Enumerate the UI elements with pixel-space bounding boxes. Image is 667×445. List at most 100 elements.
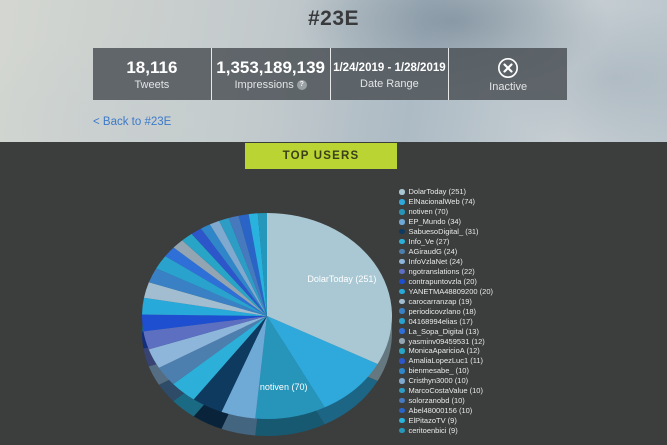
pie-slice-label: DolarToday (251) <box>307 274 376 284</box>
stat-status: Inactive <box>448 48 567 100</box>
legend-item: La_Sopa_Digital (13) <box>399 326 493 336</box>
legend-label: AmaliaLopezLuc1 (11) <box>408 356 484 366</box>
legend-dot-icon <box>399 258 405 265</box>
legend-item: ngotranslations (22) <box>399 267 493 277</box>
legend-label: Abel48000156 (10) <box>408 406 473 416</box>
pie-slice[interactable] <box>238 214 267 316</box>
legend-dot-icon <box>399 427 405 434</box>
date-range-value: 1/24/2019 - 1/28/2019 <box>333 62 446 74</box>
legend-label: solorzanobd (10) <box>408 396 465 406</box>
legend-dot-icon <box>399 328 405 334</box>
legend-dot-icon <box>399 308 405 314</box>
pie-slice[interactable] <box>158 316 267 385</box>
legend-label: YANETMA48809200 (20) <box>408 286 494 296</box>
date-range-label: Date Range <box>360 78 419 90</box>
legend-dot-icon <box>399 268 405 275</box>
legend-dot-icon <box>399 238 405 245</box>
info-icon[interactable]: ? <box>296 80 307 90</box>
pie-slice[interactable] <box>165 247 267 316</box>
pie-slice[interactable] <box>228 215 267 316</box>
legend-item: MarcoCostaValue (10) <box>399 386 493 396</box>
pie-slice[interactable] <box>267 316 378 408</box>
legend-dot-icon <box>399 368 405 374</box>
legend-dot-icon <box>399 378 405 384</box>
pie-slice[interactable] <box>193 316 267 412</box>
status-label: Inactive <box>489 80 528 93</box>
tweets-label: Tweets <box>134 79 170 91</box>
legend-label: ngotranslations (22) <box>408 266 475 276</box>
pie-slice[interactable] <box>219 217 267 316</box>
legend-label: InfoVzlaNet (24) <box>408 257 463 267</box>
pie-slice[interactable] <box>148 268 267 316</box>
legend-dot-icon <box>399 199 405 205</box>
pie-slice[interactable] <box>255 316 325 419</box>
tweets-count: 18,116 <box>126 58 178 77</box>
pie-slice[interactable] <box>248 213 267 316</box>
back-link[interactable]: < Back to #23E <box>93 116 172 128</box>
legend-item: YANETMA48809200 (20) <box>399 286 493 296</box>
pie-slice[interactable] <box>148 316 267 368</box>
legend-dot-icon <box>399 248 405 255</box>
legend-item: MonicaAparicioA (12) <box>399 346 493 356</box>
legend-label: yasminv09459531 (12) <box>408 336 485 346</box>
legend-item: Abel48000156 (10) <box>399 406 493 416</box>
legend-item: DolarToday (251) <box>399 187 493 197</box>
pie-slice[interactable] <box>200 224 267 316</box>
pie-slice[interactable] <box>173 240 267 316</box>
pie-slice[interactable] <box>143 316 267 350</box>
legend-label: EP_Mundo (34) <box>408 217 462 227</box>
legend-dot-icon <box>399 189 405 195</box>
legend-item: ceritoenbici (9) <box>399 426 493 436</box>
legend-item: notiven (70) <box>399 207 493 217</box>
legend-label: ElPitazoTV (9) <box>408 416 457 426</box>
pie-slice[interactable] <box>142 297 267 316</box>
pie-chart-svg[interactable]: DolarToday (251) notiven (70) <box>0 142 667 445</box>
chart-section: DolarToday (251) notiven (70) TOP USERS D… <box>0 142 667 445</box>
legend-dot-icon <box>399 219 405 225</box>
legend-item: bienmesabe_ (10) <box>399 366 493 376</box>
legend-item: EP_Mundo (34) <box>399 217 493 227</box>
pie-slice[interactable] <box>156 256 267 316</box>
legend-item: InfoVzlaNet (24) <box>399 257 493 267</box>
page-title: #23E <box>307 7 360 30</box>
pie-slice[interactable] <box>182 233 267 316</box>
legend-item: Info_Ve (27) <box>399 237 493 247</box>
pie-slice[interactable] <box>141 314 267 332</box>
legend-dot-icon <box>399 338 405 344</box>
legend-item: solorzanobd (10) <box>399 396 493 406</box>
legend-label: carocarranzap (19) <box>408 296 472 306</box>
pie-slice[interactable] <box>173 316 267 400</box>
stats-bar: 18,116 Tweets 1,353,189,139 Impressions … <box>93 48 567 100</box>
legend-dot-icon <box>399 318 405 324</box>
pie-slice-label: notiven (70) <box>260 382 308 392</box>
legend-dot-icon <box>399 407 405 414</box>
legend-label: Info_Ve (27) <box>408 237 450 247</box>
legend-dot-icon <box>399 278 405 285</box>
pie-slice[interactable] <box>257 213 267 316</box>
legend-item: Cristhyn3000 (10) <box>399 376 493 386</box>
legend-item: SabuesoDigital_ (31) <box>399 227 493 237</box>
legend-label: MarcoCostaValue (10) <box>408 386 483 396</box>
pie-slice[interactable] <box>221 316 267 419</box>
chart-legend: DolarToday (251) ElNacionalWeb (74) notive… <box>399 187 493 435</box>
legend-item: contrapuntovzla (20) <box>399 276 493 286</box>
legend-item: ElPitazoTV (9) <box>399 416 493 426</box>
legend-dot-icon <box>399 397 405 404</box>
pie-slice[interactable] <box>209 220 267 316</box>
legend-item: ElNacionalWeb (74) <box>399 197 493 207</box>
legend-item: AmaliaLopezLuc1 (11) <box>399 356 493 366</box>
circled-x-icon <box>498 57 519 78</box>
pie-slice[interactable] <box>267 213 392 365</box>
pie-slice[interactable] <box>143 282 267 316</box>
stat-impressions: 1,353,189,139 Impressions ? <box>210 48 330 100</box>
legend-label: ElNacionalWeb (74) <box>408 197 476 207</box>
top-users-button[interactable]: TOP USERS <box>245 143 397 169</box>
header-section: #23E 18,116 Tweets 1,353,189,139 Impress… <box>0 0 667 142</box>
impressions-label: Impressions ? <box>234 78 307 92</box>
legend-label: 04168994elias (17) <box>408 316 473 326</box>
legend-label: DolarToday (251) <box>408 187 467 197</box>
legend-label: notiven (70) <box>408 207 449 217</box>
legend-label: MonicaAparicioA (12) <box>408 346 480 356</box>
pie-slice[interactable] <box>191 228 267 316</box>
